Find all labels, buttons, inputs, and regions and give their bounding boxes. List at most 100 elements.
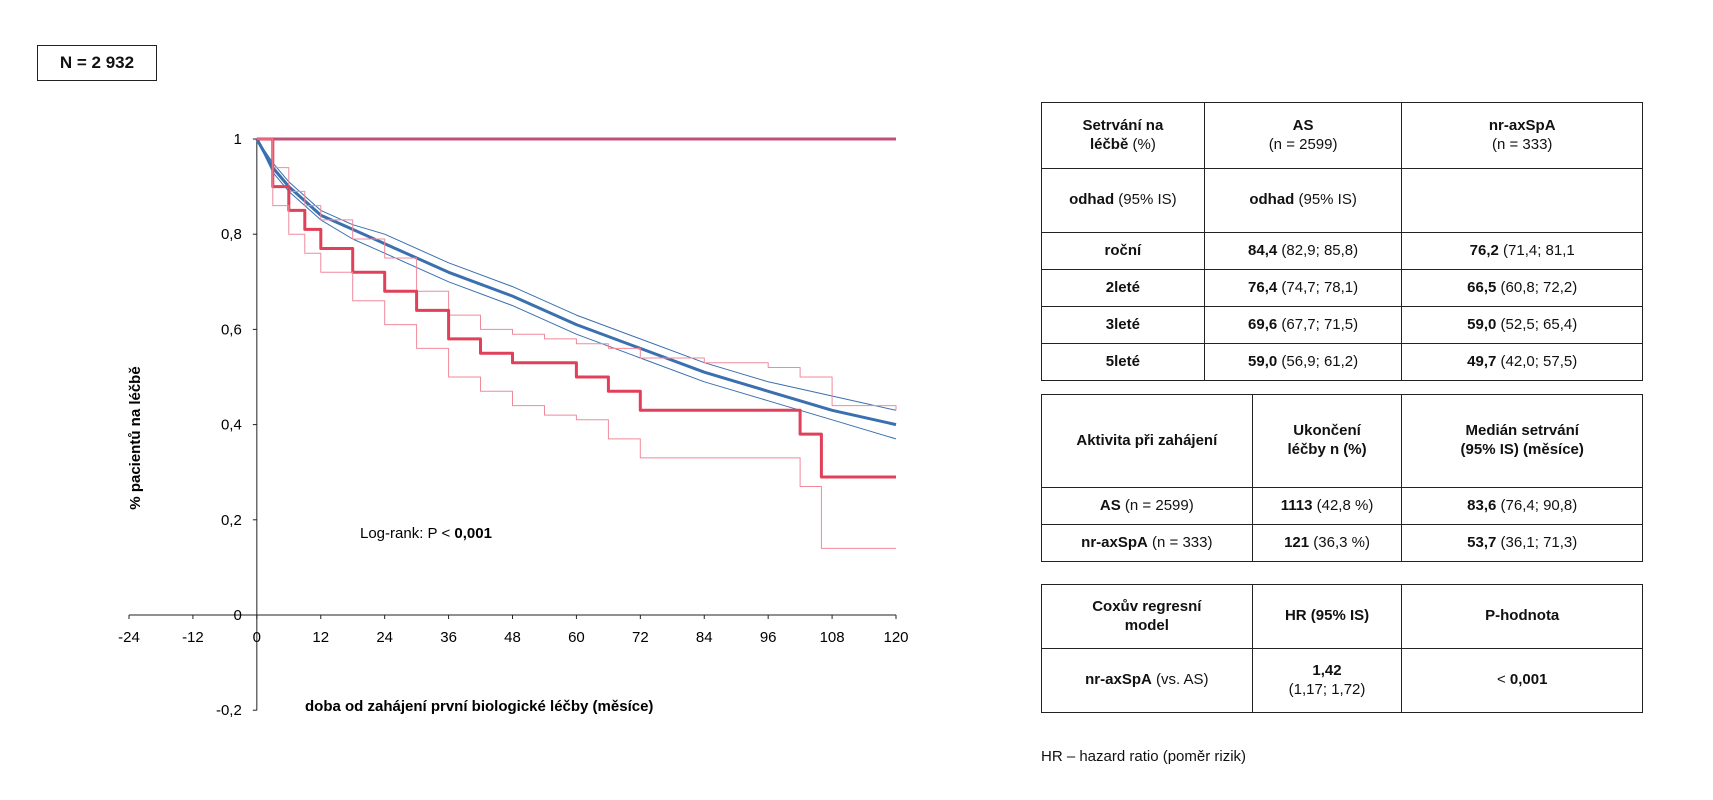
estimate-label-as-ci: (95% IS) <box>1294 191 1357 209</box>
discontinuation-pct: (42,8 %) <box>1312 496 1374 514</box>
as-estimate: 59,0 <box>1248 352 1278 370</box>
cox-regression-table: Coxův regresní model HR (95% IS) P-hodno… <box>1041 584 1643 713</box>
header-cox-line1: Coxův regresní <box>1092 597 1202 615</box>
x-tick-label: -24 <box>118 629 140 646</box>
as-value: 84,4 (82,9; 85,8) <box>1203 232 1403 270</box>
discontinuation-count: 1113 <box>1280 496 1313 514</box>
x-tick-label: 0 <box>253 629 261 646</box>
x-tick-label: 84 <box>696 629 713 646</box>
nr-value: 59,0 (52,5; 65,4) <box>1401 306 1643 344</box>
header-persistence-line2: léčbě <box>1089 135 1129 153</box>
x-tick-label: 72 <box>632 629 649 646</box>
p-number: 0,001 <box>1509 671 1548 689</box>
header-as-n: (n = 2599) <box>1268 135 1338 153</box>
discontinuation-table: Aktivita při zahájení Ukončení léčby n (… <box>1041 394 1643 562</box>
as-value: 69,6 (67,7; 71,5) <box>1203 306 1403 344</box>
y-tick-label: -0,2 <box>216 702 242 719</box>
header-median-line2: (95% IS) (měsíce) <box>1460 441 1584 458</box>
p-prefix: < <box>1496 671 1510 689</box>
nr-ci: (42,0; 57,5) <box>1496 352 1578 370</box>
nr-estimate: 66,5 <box>1467 278 1497 296</box>
table-header-row: Setrvání na léčbě (%) AS (n = 2599) nr-a… <box>1041 102 1643 169</box>
x-tick-label: 48 <box>504 629 521 646</box>
header-discontinuation-line2: léčby n (%) <box>1287 441 1367 458</box>
x-tick-label: 120 <box>883 629 908 646</box>
discontinuation-pct: (36,3 %) <box>1309 533 1370 551</box>
cox-group-name: nr-axSpA <box>1085 671 1152 689</box>
series-line-nr-lower <box>256 138 896 549</box>
series-line-nr-upper <box>256 138 897 411</box>
as-estimate: 76,4 <box>1248 278 1278 296</box>
persistence-table: Setrvání na léčbě (%) AS (n = 2599) nr-a… <box>1041 102 1643 381</box>
nr-value: 49,7 (42,0; 57,5) <box>1401 343 1643 381</box>
header-as: AS (n = 2599) <box>1203 102 1403 169</box>
table-row: nr-axSpA (n = 333) 121 (36,3 %) 53,7 (36… <box>1041 524 1643 562</box>
y-tick-label: 0,2 <box>221 512 242 529</box>
sample-size-label: N = 2 932 <box>59 53 135 72</box>
estimate-label-as: odhad (95% IS) <box>1203 168 1403 233</box>
log-rank-annotation: Log-rank: P < 0,001 <box>360 525 492 542</box>
header-cox-line2: model <box>1124 616 1169 634</box>
median-estimate: 53,7 <box>1467 533 1497 551</box>
hr-value: 1,42 (1,17; 1,72) <box>1251 648 1403 713</box>
discontinuation-value: 121 (36,3 %) <box>1251 524 1403 562</box>
header-nr: nr-axSpA (n = 333) <box>1401 102 1643 169</box>
group-name: AS <box>1099 496 1121 514</box>
estimate-label-ci: (95% IS) <box>1114 191 1177 209</box>
table-row: odhad (95% IS) odhad (95% IS) <box>1041 168 1643 233</box>
row-label: 5leté <box>1041 343 1205 381</box>
table-row: roční 84,4 (82,9; 85,8) 76,2 (71,4; 81,1 <box>1041 232 1643 270</box>
header-median-line1: Medián setrvání <box>1465 422 1579 440</box>
as-estimate: 69,6 <box>1248 315 1278 333</box>
median-value: 83,6 (76,4; 90,8) <box>1401 487 1643 525</box>
table-header-row: Coxův regresní model HR (95% IS) P-hodno… <box>1041 584 1643 649</box>
y-tick-label: 0 <box>233 607 241 624</box>
header-nr-title: nr-axSpA <box>1488 116 1556 134</box>
y-tick-label: 0,6 <box>221 321 242 338</box>
estimate-label-as-bold: odhad <box>1249 191 1295 209</box>
hr-ci: (1,17; 1,72) <box>1288 680 1366 698</box>
group-n: (n = 2599) <box>1120 496 1194 514</box>
log-rank-value: 0,001 <box>454 525 492 542</box>
header-discontinuation: Ukončení léčby n (%) <box>1251 394 1403 488</box>
header-persistence-unit: (%) <box>1128 135 1156 153</box>
x-tick-label: 96 <box>760 629 777 646</box>
y-tick-label: 1 <box>233 131 241 148</box>
discontinuation-count: 121 <box>1284 533 1310 551</box>
series-line-nr-main <box>256 137 896 479</box>
group-name: nr-axSpA <box>1081 533 1148 551</box>
as-ci: (82,9; 85,8) <box>1277 241 1359 259</box>
header-cox: Coxův regresní model <box>1041 584 1253 649</box>
median-ci: (76,4; 90,8) <box>1496 496 1578 514</box>
nr-estimate: 49,7 <box>1467 352 1497 370</box>
header-hr: HR (95% IS) <box>1251 584 1403 649</box>
estimate-label-bold: odhad <box>1069 191 1115 209</box>
x-tick-label: 24 <box>376 629 393 646</box>
header-p: P-hodnota <box>1401 584 1643 649</box>
header-as-title: AS <box>1292 116 1314 134</box>
as-value: 76,4 (74,7; 78,1) <box>1203 269 1403 307</box>
as-ci: (74,7; 78,1) <box>1277 278 1359 296</box>
p-value: < 0,001 <box>1401 648 1643 713</box>
as-value: 59,0 (56,9; 61,2) <box>1203 343 1403 381</box>
y-tick-label: 0,8 <box>221 226 242 243</box>
median-ci: (36,1; 71,3) <box>1496 533 1578 551</box>
survival-chart: -24 -12 0 12 24 36 48 60 72 84 96 108 120 -0,2 0 0,2 0,4… <box>118 131 908 719</box>
chart-series <box>255 137 897 549</box>
header-discontinuation-line1: Ukončení <box>1293 422 1361 440</box>
chart-ticks: -24 -12 0 12 24 36 48 60 72 84 96 108 120 -0,2 0 0,2 0,4… <box>118 131 908 719</box>
cox-group-ref: (vs. AS) <box>1151 671 1209 689</box>
empty-cell <box>1401 168 1643 233</box>
nr-estimate: 59,0 <box>1467 315 1497 333</box>
cox-group: nr-axSpA (vs. AS) <box>1041 648 1253 713</box>
as-ci: (67,7; 71,5) <box>1277 315 1359 333</box>
y-axis-label: % pacientů na léčbě <box>127 366 144 509</box>
header-persistence: Setrvání na léčbě (%) <box>1041 102 1205 169</box>
table-row: nr-axSpA (vs. AS) 1,42 (1,17; 1,72) < 0,… <box>1041 648 1643 713</box>
header-median: Medián setrvání (95% IS) (měsíce) <box>1401 394 1643 488</box>
nr-value: 76,2 (71,4; 81,1 <box>1401 232 1643 270</box>
header-nr-n: (n = 333) <box>1491 135 1553 153</box>
footnote: HR – hazard ratio (poměr rizik) <box>1041 748 1247 765</box>
group-label: AS (n = 2599) <box>1041 487 1253 525</box>
x-tick-label: -12 <box>182 629 204 646</box>
